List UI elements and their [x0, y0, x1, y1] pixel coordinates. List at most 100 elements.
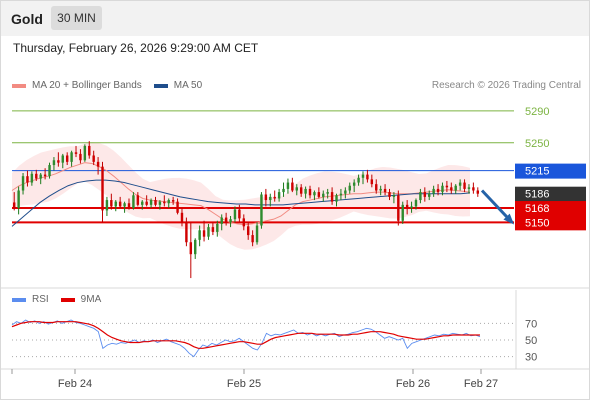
candle-body [167, 200, 170, 204]
candle-body [335, 195, 338, 202]
candle-body [30, 173, 34, 183]
legend-label-9ma: 9MA [80, 294, 102, 305]
legend-item-9ma: 9MA [60, 294, 102, 305]
candle-body [110, 200, 113, 207]
candle-body [445, 185, 449, 188]
rsi-series-9ma [11, 321, 480, 349]
candle-body [432, 188, 435, 194]
legend-swatch-ma50 [153, 83, 168, 88]
rsi-tick-label: 50 [525, 335, 537, 347]
level-label-5168: 5168 [525, 203, 549, 215]
x-tick-label: Feb 27 [464, 378, 498, 390]
candle-body [330, 192, 334, 202]
candle-body [269, 196, 272, 201]
candle-body [348, 185, 351, 191]
candle-body [92, 155, 95, 162]
rsi-tick-label: 30 [525, 352, 537, 364]
candle-body [326, 192, 329, 194]
candle-body [344, 190, 347, 194]
candle-body [180, 212, 184, 223]
candle-body [441, 185, 444, 193]
candle-body [74, 152, 78, 154]
candle-body [154, 200, 157, 205]
candle-body [286, 182, 290, 189]
candle-body [123, 203, 126, 207]
legend-label-ma50: MA 50 [173, 80, 203, 91]
candle-body [264, 194, 268, 201]
legend-item-rsi: RSI [12, 294, 49, 305]
candle-body [388, 192, 391, 197]
candle-body [273, 196, 276, 199]
candle-body [224, 217, 228, 223]
candle-body [295, 187, 298, 191]
candle-body [291, 182, 294, 191]
level-badge-5186 [515, 186, 586, 202]
candle-body [313, 192, 316, 196]
candle-body [35, 173, 38, 179]
candle-body [277, 192, 281, 199]
legend-swatch-ma20 [12, 83, 26, 88]
candle-body [410, 206, 413, 209]
candle-body [88, 145, 91, 156]
candle-body [375, 184, 378, 191]
rsi-legend: RSI 9MA [12, 294, 113, 305]
candle-body [185, 222, 188, 243]
candle-body [12, 202, 16, 209]
candle-body [304, 188, 307, 194]
candle-body [401, 204, 404, 221]
candle-body [370, 179, 374, 185]
candle-body [43, 174, 47, 177]
candle-body [114, 201, 117, 207]
candle-body [233, 209, 237, 220]
candle-body [317, 192, 321, 197]
candle-body [79, 153, 82, 161]
candle-body [145, 201, 148, 205]
candle-body [127, 203, 131, 209]
legend-swatch-rsi [12, 297, 26, 302]
candle-body [220, 217, 223, 224]
candle-body [132, 195, 135, 209]
level-badge-5168 [515, 201, 586, 217]
candle-body [163, 201, 166, 204]
timeframe-tab[interactable]: 30 MIN [51, 6, 102, 30]
rsi-series-rsi [11, 319, 481, 358]
candle-body [48, 165, 51, 177]
candle-body [467, 187, 471, 189]
candle-body [357, 177, 360, 183]
candle-body [194, 239, 197, 255]
candle-body [61, 155, 64, 163]
rsi-tick-label: 70 [525, 318, 537, 330]
candle-body [202, 230, 206, 237]
level-label-5215: 5215 [525, 166, 549, 178]
candle-body [105, 200, 109, 211]
candle-body [21, 176, 25, 191]
candle-body [458, 182, 462, 186]
candle-body [251, 235, 254, 243]
candle-body [436, 188, 440, 193]
candle-body [308, 188, 312, 196]
candle-body [472, 187, 475, 191]
candle-body [299, 187, 303, 194]
candle-body [207, 227, 210, 237]
candle-body [158, 201, 162, 205]
level-label-5186: 5186 [525, 189, 549, 201]
candle-body [141, 201, 144, 205]
chart-datetime: Thursday, February 26, 2026 9:29:00 AM C… [13, 41, 259, 55]
candle-body [57, 160, 60, 163]
forecast-arrowhead [503, 213, 515, 225]
candle-body [238, 209, 241, 219]
candle-body [229, 219, 232, 223]
candle-body [176, 201, 179, 213]
candle-body [405, 204, 409, 209]
candle-body [26, 176, 29, 183]
legend-label-ma20: MA 20 + Bollinger Bands [32, 80, 142, 91]
legend-swatch-9ma [60, 297, 75, 302]
candle-body [379, 188, 382, 191]
candle-body [255, 225, 259, 243]
candle-body [419, 192, 422, 201]
candle-body [242, 218, 246, 227]
candle-body [149, 200, 153, 205]
candle-body [454, 185, 457, 191]
level-label-5250: 5250 [525, 138, 549, 150]
